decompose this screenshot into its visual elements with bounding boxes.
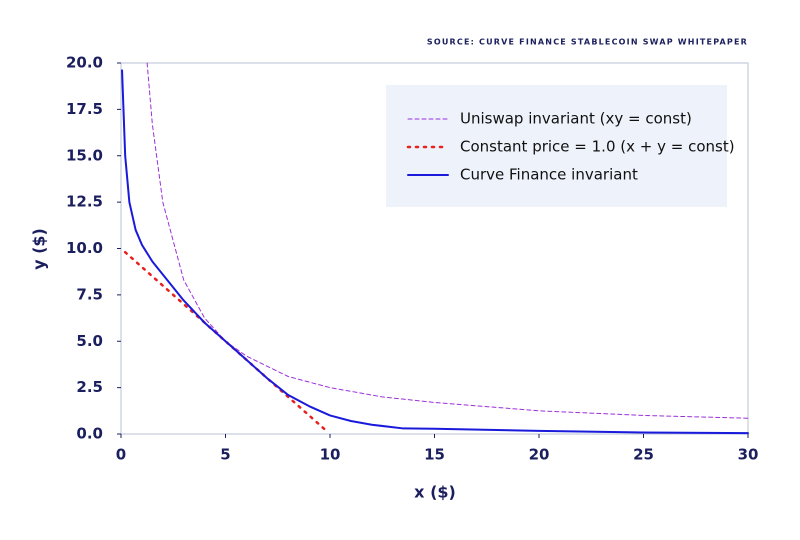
y-tick-label: 20.0	[66, 54, 103, 72]
legend-label: Curve Finance invariant	[460, 166, 638, 184]
x-tick-label: 10	[320, 446, 341, 464]
x-tick-label: 5	[220, 446, 230, 464]
legend-label: Constant price = 1.0 (x + y = const)	[460, 138, 735, 156]
source: SOURCE: CURVE FINANCE STABLECOIN SWAP WH…	[427, 38, 748, 47]
legend-box	[386, 85, 727, 207]
legend-label: Uniswap invariant (xy = const)	[460, 110, 692, 128]
y-tick-label: 17.5	[66, 100, 103, 118]
series-line	[121, 69, 749, 435]
x-tick-label: 30	[738, 446, 759, 464]
y-tick-label: 0.0	[76, 425, 103, 443]
x-axis-label: x ($)	[414, 483, 456, 502]
x-tick-label: 25	[633, 446, 654, 464]
y-tick-label: 2.5	[76, 378, 103, 396]
y-tick-label: 12.5	[66, 193, 103, 211]
series-line	[146, 62, 749, 419]
y-tick-label: 10.0	[66, 239, 103, 257]
y-tick-label: 7.5	[76, 285, 103, 303]
y-tick-label: 5.0	[76, 332, 103, 350]
x-tick-label: 0	[116, 446, 126, 464]
x-tick-label: 20	[529, 446, 550, 464]
y-axis-label: y ($)	[30, 228, 49, 270]
y-tick-label: 15.0	[66, 146, 103, 164]
series-line	[123, 250, 328, 432]
x-tick-label: 15	[424, 446, 445, 464]
